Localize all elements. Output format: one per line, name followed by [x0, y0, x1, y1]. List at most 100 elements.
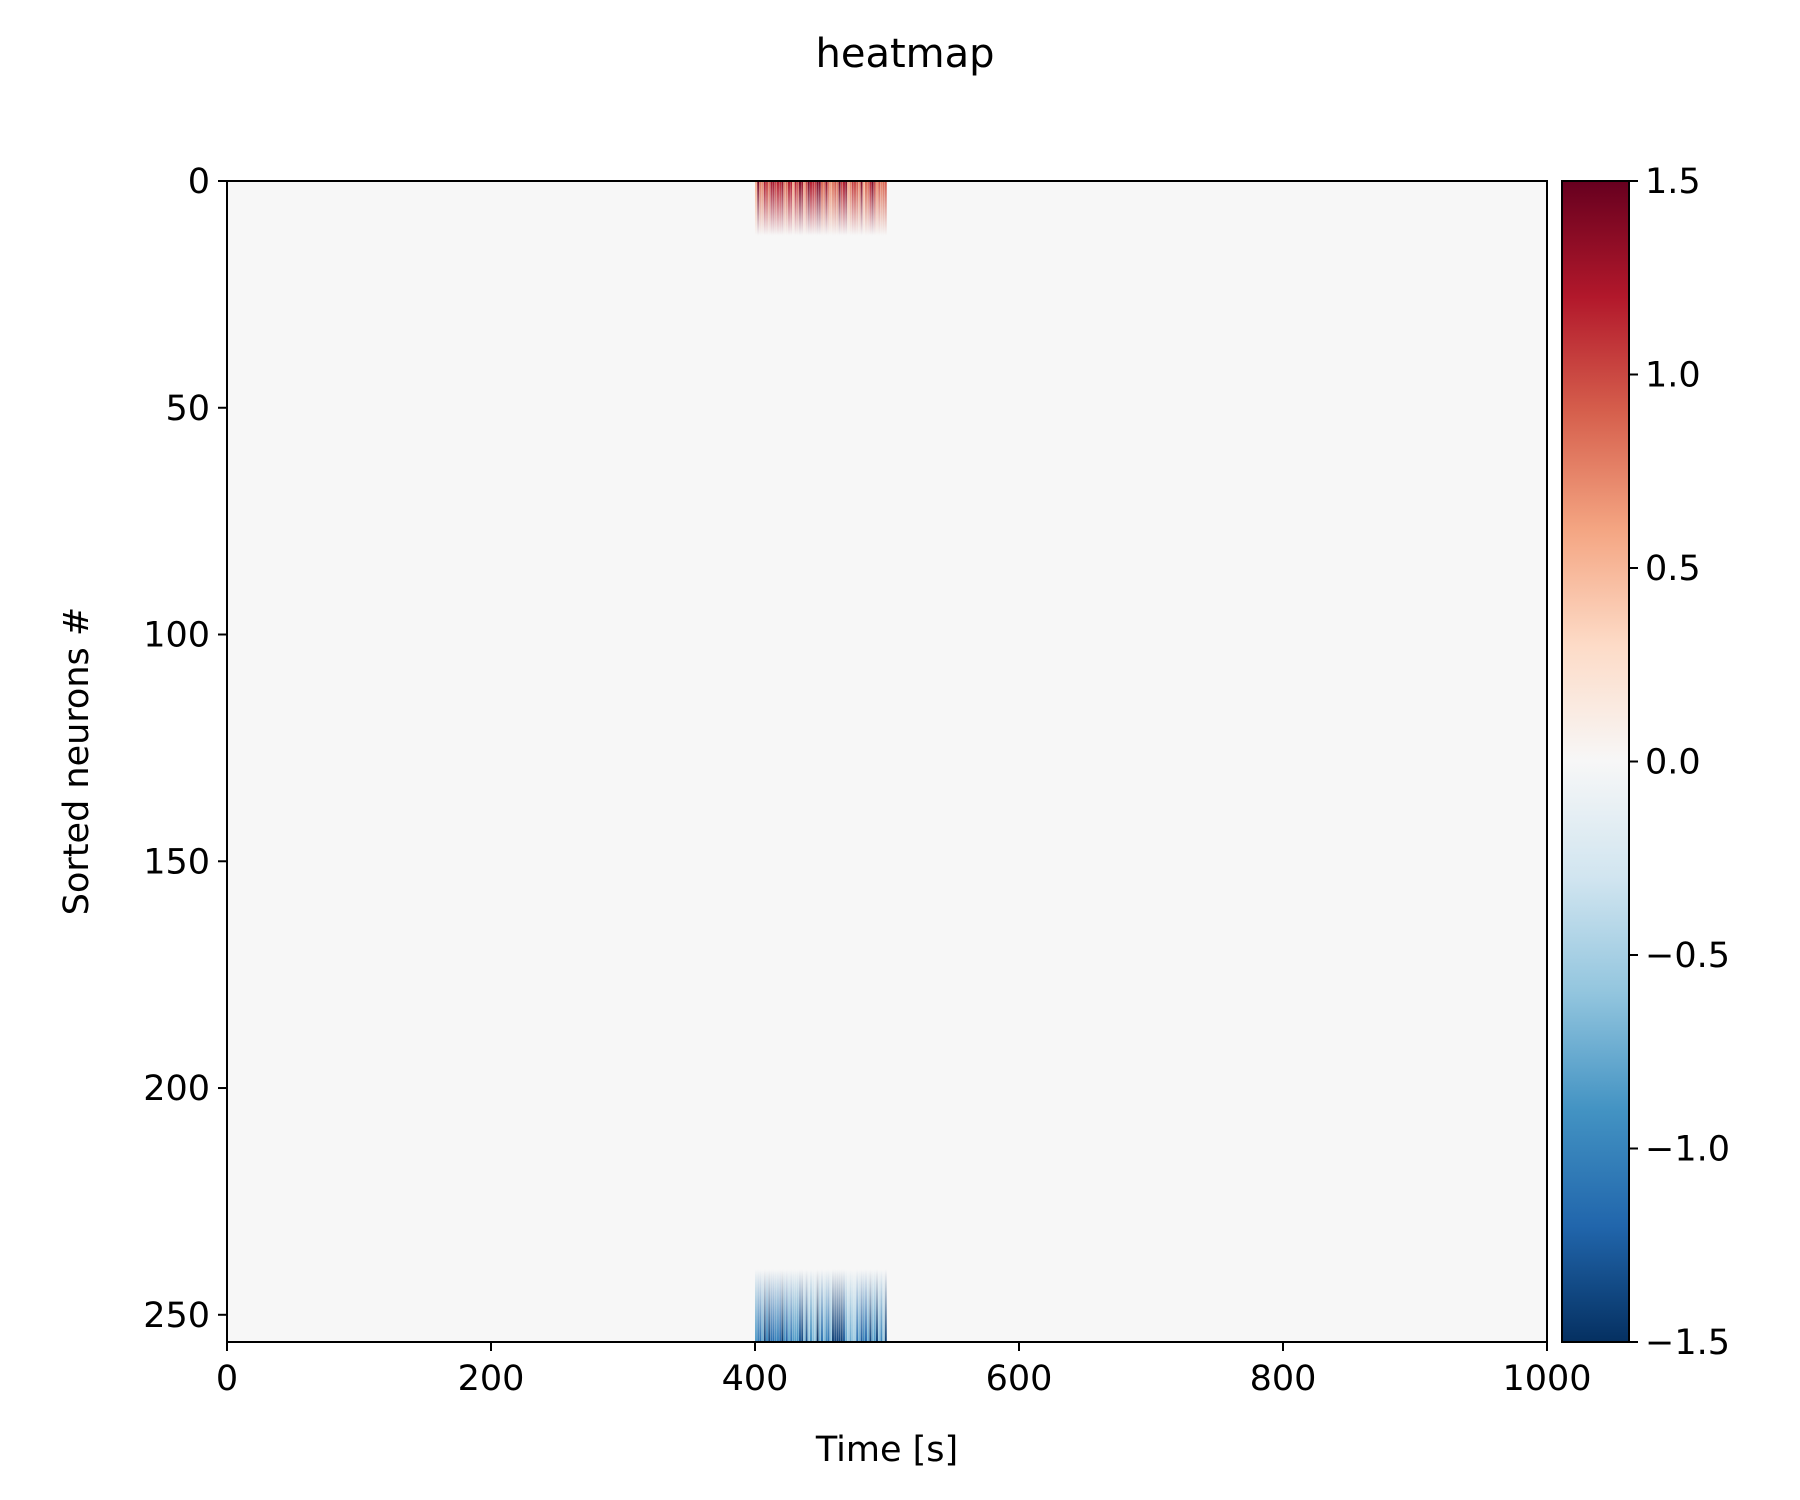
heatmap-cell: [774, 1269, 777, 1342]
heatmap-cell: [781, 181, 784, 236]
colorbar-tick-label: −1.5: [1645, 1323, 1730, 1363]
y-axis: 0 50 100 150 200 250: [143, 162, 227, 1336]
heatmap-cell: [768, 181, 771, 236]
heatmap-cell: [876, 181, 878, 236]
heatmap-cell: [884, 1269, 887, 1342]
heatmap-cell: [873, 1269, 876, 1342]
heatmap-cell: [774, 181, 777, 236]
heatmap-cell: [755, 181, 757, 236]
heatmap-plot-area: [226, 180, 1548, 1343]
heatmap-cell: [770, 1269, 773, 1342]
chart-title: heatmap: [815, 31, 994, 77]
heatmap-cell: [849, 1269, 852, 1342]
heatmap-cell: [814, 181, 817, 236]
heatmap-cell: [840, 1269, 843, 1342]
heatmap-cell: [777, 1269, 779, 1342]
heatmap-background: [227, 181, 1547, 1342]
heatmap-cell: [805, 1269, 808, 1342]
heatmap-cell: [836, 181, 839, 236]
x-tick-label: 600: [986, 1359, 1053, 1399]
y-tick-label: 150: [143, 842, 210, 882]
heatmap-cell: [766, 181, 768, 236]
activity-block: [755, 181, 887, 236]
heatmap-cell: [847, 1269, 850, 1342]
heatmap-cell: [788, 1269, 790, 1342]
heatmap-cell: [827, 1269, 830, 1342]
heatmap-cell: [862, 181, 865, 236]
heatmap-cell: [810, 181, 812, 236]
heatmap-cell: [871, 181, 874, 236]
colorbar-gradient: [1561, 180, 1630, 1343]
heatmap-cell: [845, 181, 848, 236]
heatmap-cell: [865, 1269, 867, 1342]
heatmap-cell: [799, 1269, 801, 1342]
heatmap-cell: [799, 181, 801, 236]
activity-block: [755, 1269, 887, 1342]
heatmap-cell: [821, 1269, 823, 1342]
colorbar-tick-label: 1.0: [1645, 356, 1701, 396]
x-tick-label: 400: [722, 1359, 789, 1399]
heatmap-cell: [792, 1269, 795, 1342]
heatmap-cell: [880, 1269, 883, 1342]
heatmap-cell: [772, 181, 775, 236]
heatmap-cell: [849, 181, 852, 236]
heatmap-cell: [792, 181, 795, 236]
heatmap-cell: [807, 1269, 810, 1342]
heatmap-cell: [840, 181, 843, 236]
colorbar-tick-label: 0.5: [1645, 549, 1701, 589]
heatmap-cell: [814, 1269, 817, 1342]
heatmap-cell: [867, 181, 870, 236]
heatmap-cell: [825, 1269, 828, 1342]
heatmap-cell: [818, 1269, 821, 1342]
heatmap-cell: [829, 1269, 832, 1342]
heatmap-cell: [838, 1269, 841, 1342]
heatmap-cell: [869, 181, 872, 236]
heatmap-cell: [878, 1269, 881, 1342]
heatmap-cell: [763, 1269, 766, 1342]
heatmap-cell: [781, 1269, 784, 1342]
y-tick-label: 100: [143, 616, 210, 656]
y-tick-label: 250: [143, 1296, 210, 1336]
y-tick-label: 200: [143, 1069, 210, 1109]
heatmap-cell: [779, 1269, 782, 1342]
heatmap-cell: [770, 181, 773, 236]
heatmap-cell: [854, 181, 856, 236]
heatmap-cell: [832, 181, 834, 236]
colorbar-tick-label: 1.5: [1645, 162, 1701, 202]
heatmap-cell: [882, 181, 885, 236]
heatmap-cell: [779, 181, 782, 236]
heatmap-cell: [772, 1269, 775, 1342]
heatmap-cell: [783, 1269, 786, 1342]
heatmap-cell: [858, 181, 861, 236]
heatmap-cell: [851, 1269, 854, 1342]
x-tick-label: 200: [458, 1359, 525, 1399]
heatmap-cell: [836, 1269, 839, 1342]
heatmap-cell: [858, 1269, 861, 1342]
heatmap-cell: [766, 1269, 768, 1342]
heatmap-cell: [880, 181, 883, 236]
heatmap-cell: [812, 181, 815, 236]
heatmap-cell: [832, 1269, 834, 1342]
heatmap-cell: [810, 1269, 812, 1342]
colorbar-tick-label: 0.0: [1645, 743, 1701, 783]
x-axis-label: Time [s]: [815, 1430, 958, 1470]
heatmap-cell: [816, 181, 819, 236]
x-tick-label: 800: [1250, 1359, 1317, 1399]
heatmap-cell: [851, 181, 854, 236]
heatmap-cell: [757, 1269, 760, 1342]
heatmap-cell: [794, 181, 797, 236]
heatmap-cell: [865, 181, 867, 236]
heatmap-cells: [755, 181, 887, 1342]
heatmap-cell: [876, 1269, 878, 1342]
heatmap-cell: [869, 1269, 872, 1342]
heatmap-cell: [821, 181, 823, 236]
heatmap-cell: [860, 1269, 863, 1342]
heatmap-cell: [845, 1269, 848, 1342]
plot-frame: [226, 180, 1548, 1343]
heatmap-cell: [873, 181, 876, 236]
heatmap-cell: [796, 1269, 799, 1342]
y-tick-label: 50: [165, 389, 210, 429]
heatmap-cell: [761, 181, 764, 236]
heatmap-cell: [856, 181, 859, 236]
x-axis: 0 200 400 600 800 1000: [216, 1342, 1592, 1399]
